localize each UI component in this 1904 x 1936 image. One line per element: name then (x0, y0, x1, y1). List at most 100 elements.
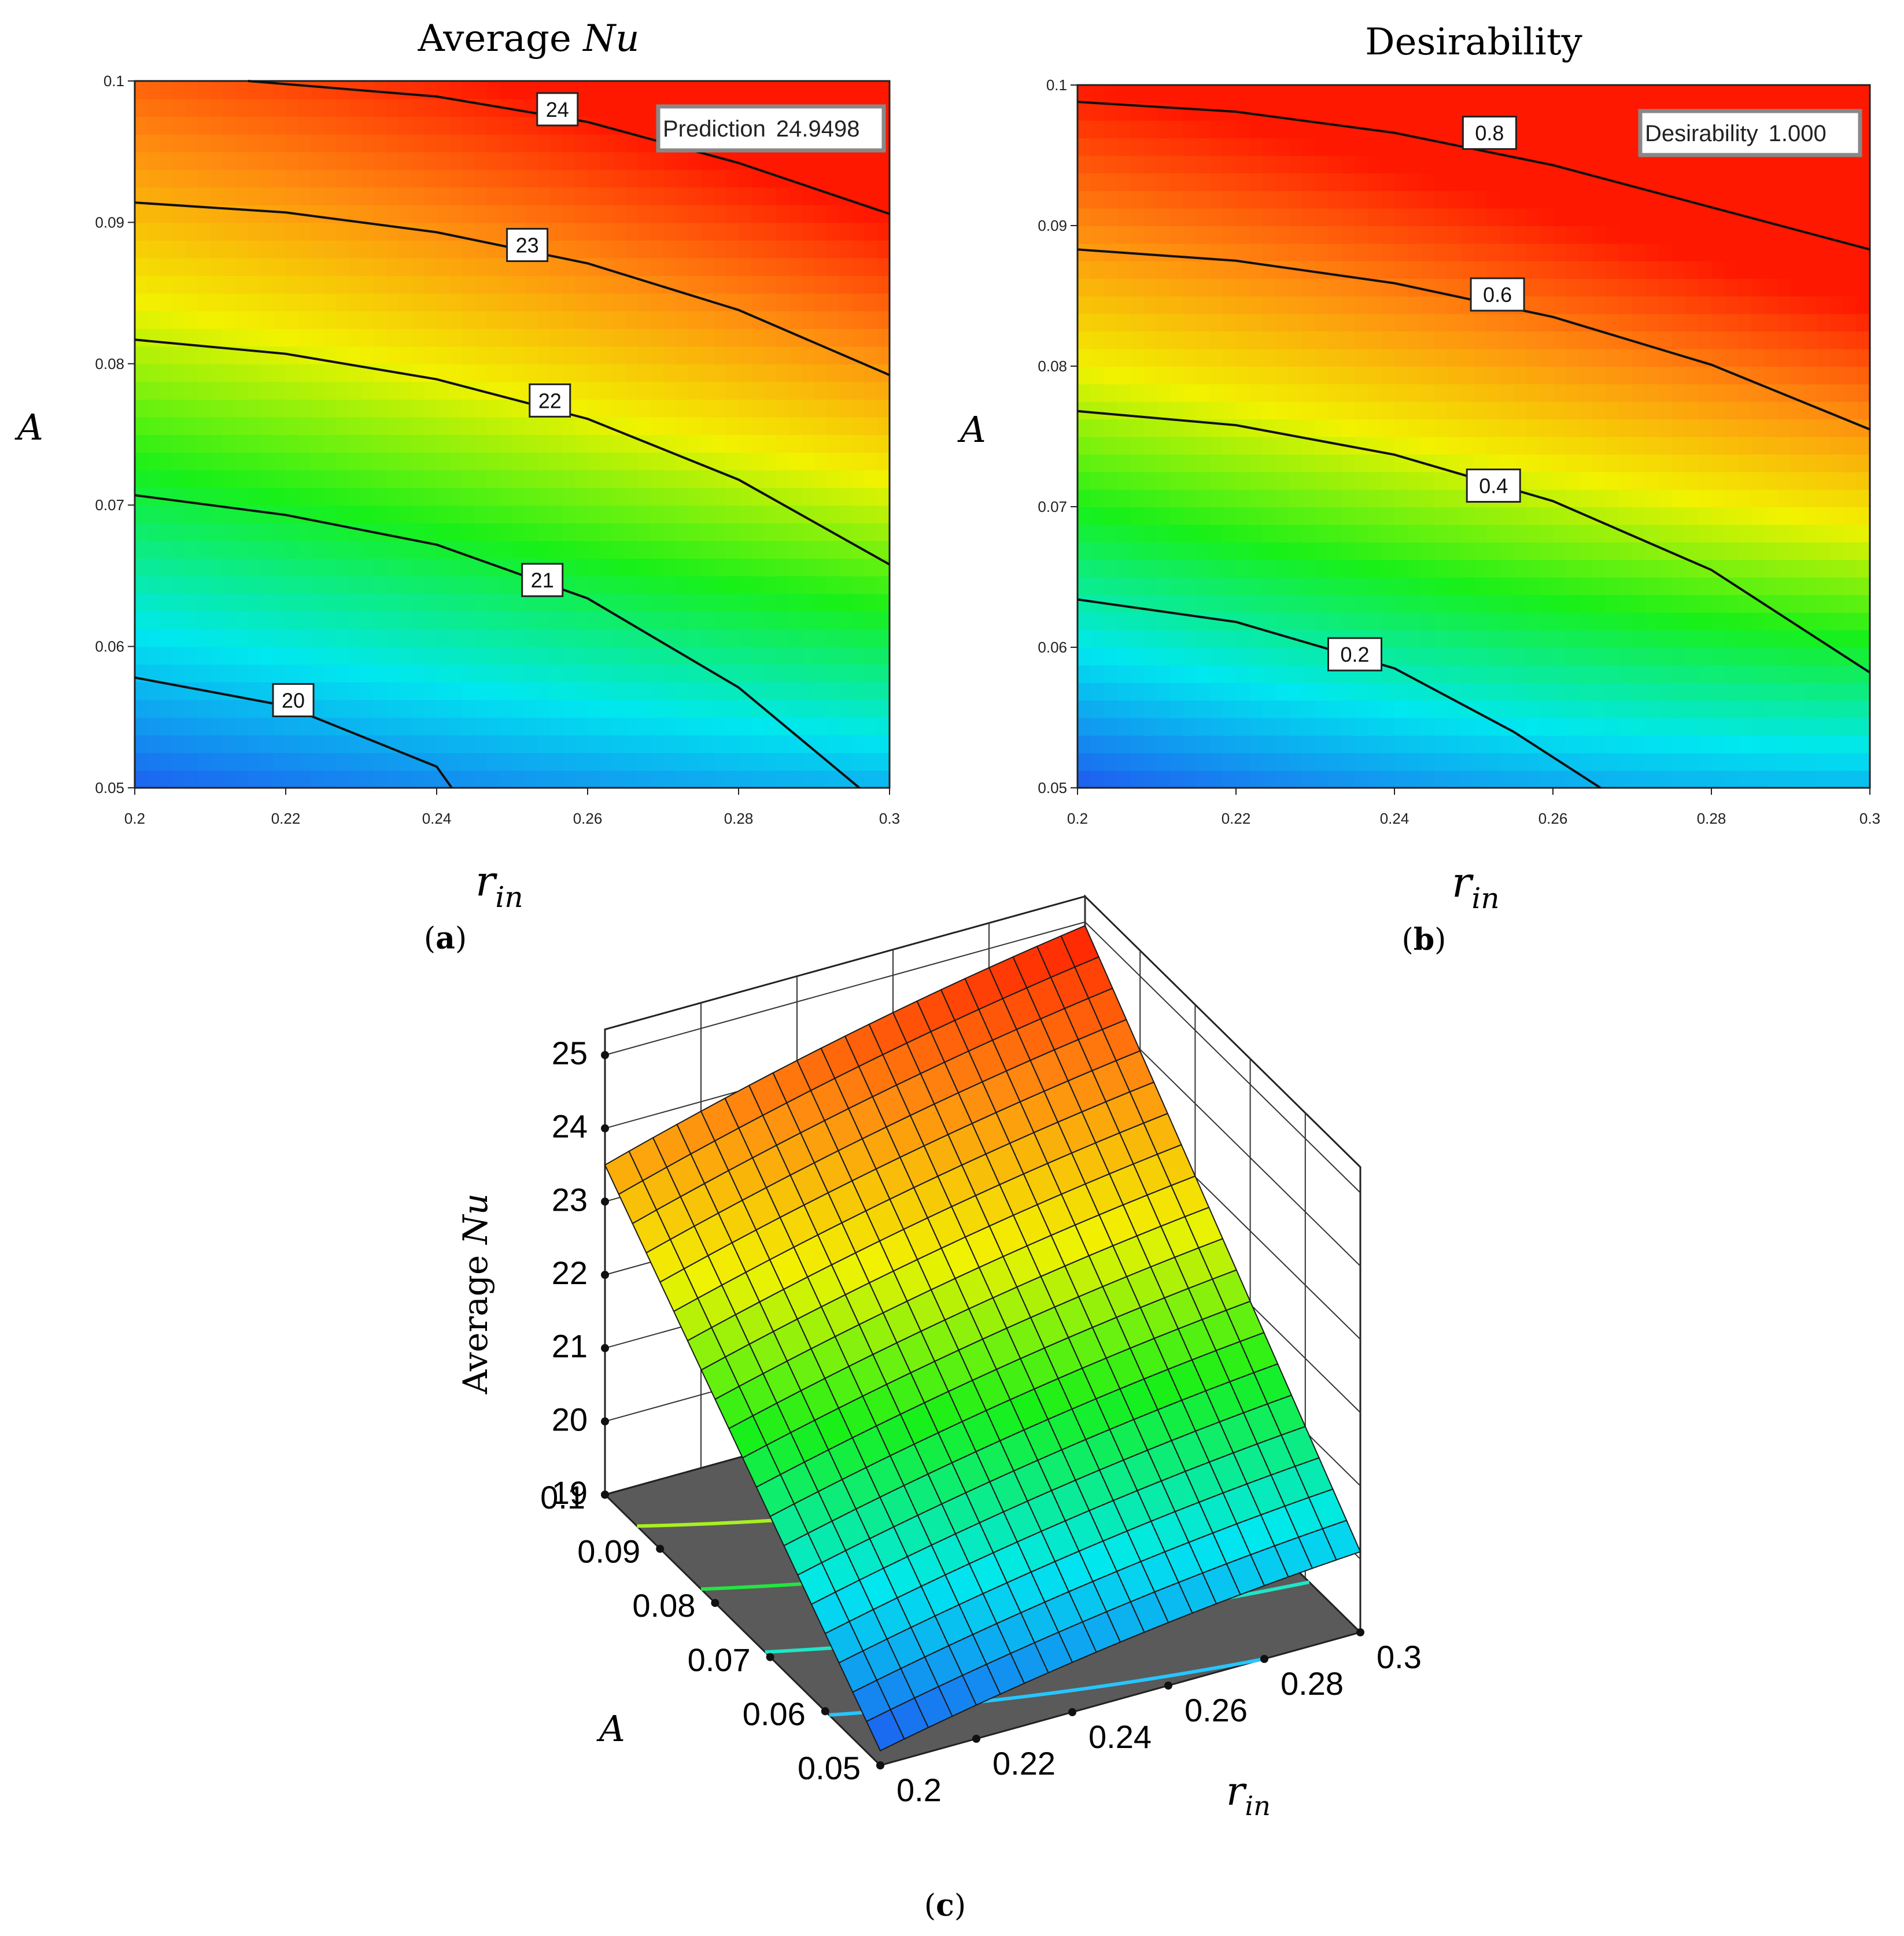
b-heat-cell (1249, 260, 1263, 279)
a-heat-cell (663, 293, 677, 312)
b-heat-cell (1394, 753, 1408, 771)
a-heat-cell (688, 487, 702, 506)
b-heat-cell (1592, 647, 1607, 666)
b-heat-cell (1711, 155, 1725, 174)
b-heat-cell (1236, 524, 1250, 543)
a-heat-cell (625, 487, 639, 506)
a-heat-cell (537, 681, 551, 700)
a-heat-cell (638, 363, 651, 382)
a-heat-cell (462, 346, 475, 364)
b-heat-cell (1209, 243, 1224, 261)
b-heat-cell (1764, 717, 1778, 736)
a-heat-cell (625, 116, 639, 135)
a-heat-cell (499, 487, 513, 506)
a-heat-cell (286, 540, 299, 559)
a-heat-cell (374, 169, 387, 188)
b-heat-cell (1711, 313, 1725, 332)
a-heat-cell (374, 399, 387, 418)
a-heat-cell (197, 717, 211, 736)
b-heat-cell (1315, 717, 1329, 736)
b-heat-cell (1526, 453, 1541, 473)
b-heat-cell (1474, 85, 1488, 104)
b-heat-cell (1553, 383, 1567, 402)
a-heat-cell (789, 187, 802, 205)
b-heat-cell (1579, 436, 1593, 455)
a-heat-cell (625, 134, 639, 153)
a-heat-cell (462, 735, 475, 753)
a-heat-cell (525, 116, 538, 135)
b-heat-cell (1513, 612, 1527, 630)
a-heat-cell (474, 204, 488, 223)
a-heat-cell (449, 416, 463, 435)
a-heat-cell (763, 664, 777, 683)
b-heat-cell (1632, 753, 1646, 771)
a-heat-cell (663, 222, 677, 241)
b-heat-cell (1262, 190, 1276, 209)
a-heat-cell (751, 81, 765, 99)
b-heat-cell (1671, 577, 1686, 595)
b-heat-cell (1196, 594, 1211, 613)
a-heat-cell (575, 540, 588, 559)
b-heat-cell (1315, 524, 1329, 543)
a-heat-cell (512, 328, 526, 347)
b-heat-cell (1685, 665, 1699, 683)
b-heat-cell (1090, 155, 1105, 174)
a-heat-cell (801, 257, 815, 276)
b-heat-cell (1209, 208, 1224, 226)
a-heat-cell (462, 770, 475, 788)
a-heat-cell (223, 629, 236, 647)
b-heat-cell (1223, 278, 1237, 297)
a-heat-cell (726, 187, 739, 205)
a-heat-cell (588, 681, 601, 700)
a-heat-cell (361, 381, 375, 400)
a-heat-cell (487, 328, 500, 347)
a-heat-cell (789, 522, 802, 541)
a-heat-cell (688, 239, 702, 259)
a-heat-cell (336, 770, 349, 788)
b-heat-cell (1407, 331, 1422, 349)
a-heat-cell (537, 735, 551, 753)
panel-c-surface: 192021222324250.050.060.070.080.090.10.2… (456, 894, 1422, 1923)
b-heat-cell (1169, 471, 1184, 490)
a-heat-cell (726, 505, 739, 523)
a-heat-cell (676, 311, 689, 329)
a-heat-cell (462, 257, 475, 276)
a-heat-cell (739, 363, 752, 382)
b-heat-cell (1619, 260, 1633, 279)
a-heat-cell (437, 699, 450, 718)
a-heat-cell (462, 522, 475, 541)
b-heat-cell (1474, 419, 1488, 437)
a-heat-cell (726, 470, 739, 488)
a-heat-cell (864, 434, 878, 453)
b-heat-cell (1368, 507, 1382, 525)
a-heat-cell (311, 399, 324, 418)
a-heat-cell (851, 487, 865, 506)
a-heat-cell (625, 257, 639, 276)
a-heat-cell (348, 558, 362, 577)
a-heat-cell (826, 346, 840, 364)
a-heat-cell (398, 735, 412, 753)
b-heat-cell (1209, 629, 1224, 648)
panel-a-x-ticks: 0.2 0.22 0.24 0.26 0.28 0.3 (124, 788, 900, 827)
a-heat-cell (839, 399, 853, 418)
a-heat-cell (172, 346, 186, 364)
a-heat-cell (462, 239, 475, 259)
a-heat-cell (474, 576, 488, 594)
b-heat-cell (1117, 348, 1131, 367)
b-heat-cell (1671, 665, 1686, 683)
a-heat-cell (197, 416, 211, 435)
a-heat-cell (260, 770, 274, 788)
a-heat-cell (374, 416, 387, 435)
a-heat-cell (575, 239, 588, 259)
b-heat-cell (1540, 436, 1554, 455)
a-heat-cell (487, 540, 500, 559)
a-heat-cell (763, 399, 777, 418)
a-heat-cell (776, 576, 789, 594)
b-heat-cell (1143, 208, 1157, 226)
b-heat-cell (1500, 647, 1514, 666)
b-heat-cell (1579, 682, 1593, 701)
a-heat-cell (751, 558, 765, 577)
b-heat-cell (1460, 226, 1474, 244)
a-heat-cell (424, 116, 437, 135)
a-heat-cell (185, 187, 198, 205)
